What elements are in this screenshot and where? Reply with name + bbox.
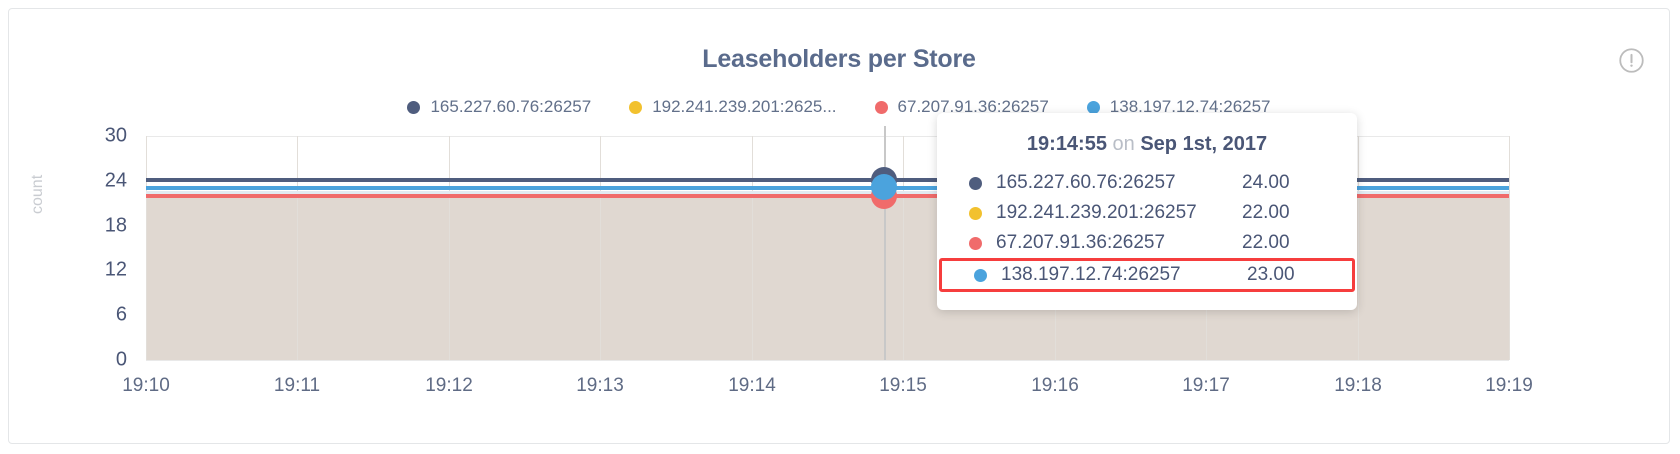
series-line-138-197-12-74	[146, 185, 1509, 190]
page-title: Leaseholders per Store	[702, 45, 976, 73]
legend-item[interactable]: 67.207.91.36:26257	[874, 97, 1049, 117]
tooltip-series-value: 23.00	[1247, 264, 1295, 285]
legend-color-dot	[629, 100, 643, 114]
tooltip-on-word: on	[1112, 133, 1135, 155]
legend-label: 67.207.91.36:26257	[897, 97, 1049, 116]
hover-crosshair	[884, 126, 886, 360]
legend-color-dot	[874, 100, 888, 114]
y-axis-ticks: 30 24 18 12 6 0	[69, 9, 127, 443]
tooltip-row-highlighted: 138.197.12.74:26257 23.00	[939, 258, 1355, 292]
y-tick-label: 30	[104, 124, 127, 147]
tooltip-series-label: 67.207.91.36:26257	[996, 232, 1166, 253]
tooltip-series-label: 165.227.60.76:26257	[996, 172, 1176, 193]
legend-color-dot	[1086, 100, 1100, 114]
x-tick-label: 19:16	[1031, 375, 1079, 396]
tooltip-color-dot	[974, 268, 987, 282]
legend-item[interactable]: 192.241.239.201:2625...	[629, 97, 837, 117]
y-tick-label: 18	[104, 214, 127, 237]
y-tick-label: 6	[115, 303, 127, 326]
x-tick-label: 19:14	[728, 375, 776, 396]
x-tick-label: 19:12	[425, 375, 473, 396]
series-line-165-227-60-76	[146, 178, 1509, 182]
x-tick-label: 19:18	[1334, 375, 1382, 396]
tooltip-series-label: 192.241.239.201:26257	[996, 202, 1197, 223]
tooltip-color-dot	[969, 236, 982, 250]
x-tick-label: 19:11	[273, 375, 321, 396]
x-tick-label: 19:19	[1485, 375, 1533, 396]
series-line-192-241-239-201	[146, 191, 1509, 195]
y-tick-label: 12	[104, 258, 127, 281]
legend-label: 192.241.239.201:2625...	[652, 97, 837, 116]
legend-label: 138.197.12.74:26257	[1109, 97, 1271, 116]
x-tick-label: 19:13	[576, 375, 624, 396]
tooltip-series-value: 22.00	[1242, 202, 1290, 223]
hover-tooltip: 19:14:55 on Sep 1st, 2017 165.227.60.76:…	[937, 113, 1357, 310]
tooltip-row: 192.241.239.201:26257 22.00	[937, 198, 1357, 228]
tooltip-color-dot	[969, 206, 982, 220]
tooltip-series-value: 24.00	[1242, 172, 1290, 193]
series-line-67-207-91-36	[146, 194, 1509, 198]
x-tick-label: 19:10	[122, 375, 170, 396]
tooltip-header: 19:14:55 on Sep 1st, 2017	[937, 129, 1357, 168]
tooltip-series-label: 138.197.12.74:26257	[1001, 264, 1181, 285]
legend-label: 165.227.60.76:26257	[430, 97, 592, 116]
x-tick-label: 19:15	[879, 375, 927, 396]
legend-item[interactable]: 138.197.12.74:26257	[1086, 97, 1271, 117]
y-axis-title: count	[29, 174, 46, 214]
tooltip-date: Sep 1st, 2017	[1140, 133, 1268, 155]
tooltip-row: 67.207.91.36:26257 22.00	[937, 228, 1357, 258]
tooltip-time: 19:14:55	[1026, 133, 1107, 155]
tooltip-row: 165.227.60.76:26257 24.00	[937, 168, 1357, 198]
legend-item[interactable]: 165.227.60.76:26257	[407, 97, 591, 117]
exclamation-circle-icon[interactable]	[1618, 47, 1645, 74]
chart-legend: 165.227.60.76:26257 192.241.239.201:2625…	[9, 97, 1669, 117]
x-tick-label: 19:17	[1182, 375, 1230, 396]
y-tick-label: 0	[115, 348, 127, 371]
hover-point-138-197-12-74	[871, 174, 897, 200]
tooltip-series-value: 22.00	[1242, 232, 1290, 253]
legend-color-dot	[407, 100, 421, 114]
y-tick-label: 24	[104, 169, 127, 192]
chart-panel: Leaseholders per Store 165.227.60.76:262…	[8, 8, 1670, 444]
tooltip-color-dot	[969, 176, 982, 190]
plot-wrapper: count 30 24 18 12 6 0	[9, 9, 1669, 443]
